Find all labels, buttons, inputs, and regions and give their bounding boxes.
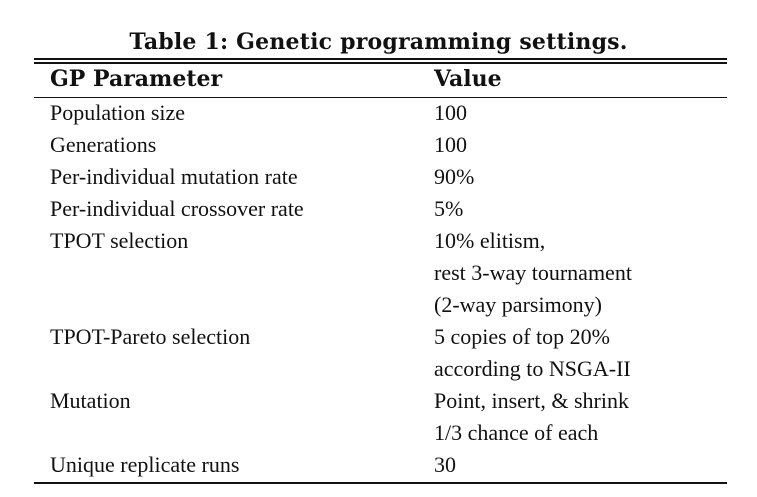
value-cell: 100 bbox=[434, 129, 467, 161]
param-cell: TPOT-Pareto selection bbox=[50, 324, 251, 349]
table-row: Unique replicate runs 30 bbox=[0, 449, 757, 481]
table-row: Population size 100 bbox=[0, 97, 757, 129]
table-row: Per-individual mutation rate 90% bbox=[0, 161, 757, 193]
value-line: according to NSGA-II bbox=[434, 356, 631, 381]
value-cell: Point, insert, & shrink 1/3 chance of ea… bbox=[434, 385, 629, 449]
table-row: Mutation Point, insert, & shrink 1/3 cha… bbox=[0, 385, 757, 449]
value-line: 10% elitism, bbox=[434, 228, 546, 253]
value-cell: 100 bbox=[434, 97, 467, 129]
value-line: 100 bbox=[434, 100, 467, 125]
table-row: Generations 100 bbox=[0, 129, 757, 161]
table-row: TPOT selection 10% elitism, rest 3-way t… bbox=[0, 225, 757, 321]
value-line: (2-way parsimony) bbox=[434, 292, 603, 317]
value-line: rest 3-way tournament bbox=[434, 260, 632, 285]
table-row: TPOT-Pareto selection 5 copies of top 20… bbox=[0, 321, 757, 385]
value-line: 100 bbox=[434, 132, 467, 157]
param-cell: Per-individual mutation rate bbox=[50, 164, 298, 189]
value-cell: 5% bbox=[434, 193, 463, 225]
value-line: 30 bbox=[434, 452, 456, 477]
table-row: Per-individual crossover rate 5% bbox=[0, 193, 757, 225]
param-cell: Per-individual crossover rate bbox=[50, 196, 304, 221]
param-cell: Unique replicate runs bbox=[50, 452, 240, 477]
param-cell: Generations bbox=[50, 132, 157, 157]
value-cell: 90% bbox=[434, 161, 474, 193]
table-caption: Table 1: Genetic programming settings. bbox=[129, 29, 628, 55]
value-cell: 10% elitism, rest 3-way tournament (2-wa… bbox=[434, 225, 632, 321]
table-top-rule-inner bbox=[34, 62, 727, 64]
value-line: 1/3 chance of each bbox=[434, 420, 599, 445]
value-cell: 30 bbox=[434, 449, 456, 481]
param-cell: Mutation bbox=[50, 388, 131, 413]
table-top-rule bbox=[34, 58, 727, 60]
value-line: 5% bbox=[434, 196, 464, 221]
table-body: Population size 100 Generations 100 Per-… bbox=[0, 97, 757, 481]
param-cell: TPOT selection bbox=[50, 228, 189, 253]
value-line: Point, insert, & shrink bbox=[434, 388, 629, 413]
value-cell: 5 copies of top 20% according to NSGA-II bbox=[434, 321, 631, 385]
table-header-rule bbox=[34, 97, 727, 98]
header-value: Value bbox=[434, 66, 502, 92]
value-line: 90% bbox=[434, 164, 475, 189]
table-bottom-rule bbox=[34, 482, 727, 484]
param-cell: Population size bbox=[50, 100, 186, 125]
header-gp-parameter: GP Parameter bbox=[50, 66, 223, 92]
value-line: 5 copies of top 20% bbox=[434, 324, 610, 349]
